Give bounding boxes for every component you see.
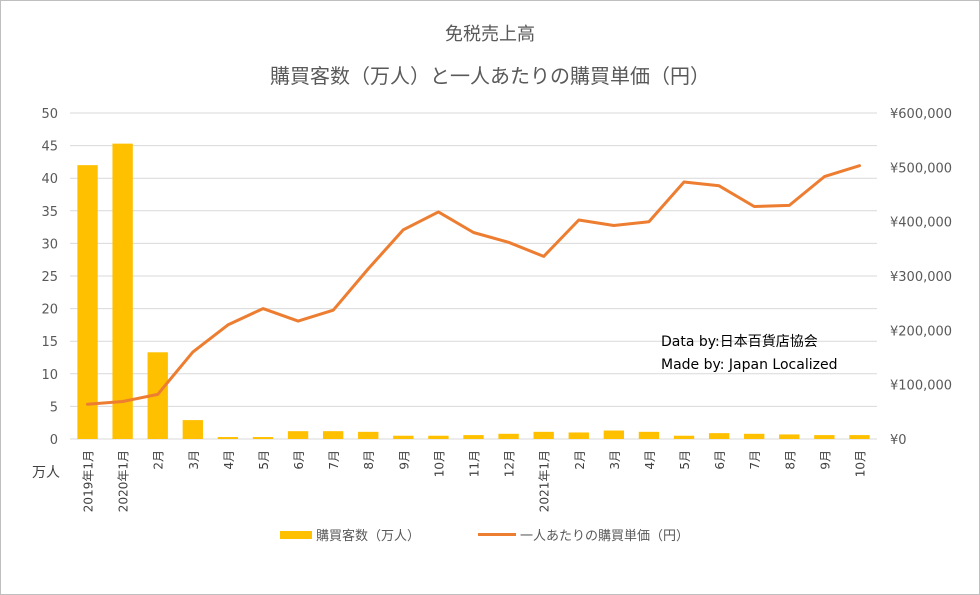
legend-line-label: 一人あたりの購買単価（円） xyxy=(520,529,690,544)
left-tick-label: 45 xyxy=(41,140,58,155)
chart-subtitle: 購買客数（万人）と一人あたりの購買単価（円） xyxy=(270,64,710,88)
x-tick-label: 9月 xyxy=(397,450,411,470)
x-tick-label: 4月 xyxy=(643,450,657,470)
x-tick-label: 8月 xyxy=(362,450,376,470)
x-tick-label: 2月 xyxy=(152,450,166,470)
bar xyxy=(252,437,274,439)
left-tick-label: 15 xyxy=(41,335,58,350)
x-tick-label: 8月 xyxy=(783,450,797,470)
right-tick-label: ¥300,000 xyxy=(890,270,952,285)
left-tick-label: 50 xyxy=(41,107,58,122)
x-tick-label: 10月 xyxy=(432,450,446,477)
left-axis-unit-label: 万人 xyxy=(32,465,60,481)
bar xyxy=(533,431,554,439)
bar xyxy=(463,435,484,439)
x-tick-label: 6月 xyxy=(713,450,727,470)
x-tick-label: 2019年1月 xyxy=(82,450,96,512)
right-tick-label: ¥400,000 xyxy=(890,216,952,231)
x-tick-label: 2021年1月 xyxy=(538,450,552,512)
x-tick-label: 9月 xyxy=(818,450,832,470)
right-tick-label: ¥600,000 xyxy=(890,107,952,122)
right-tick-label: ¥500,000 xyxy=(890,161,952,176)
series-line xyxy=(86,164,861,406)
legend-bar-label: 購買客数（万人） xyxy=(316,529,421,544)
annotation-made-by: Made by: Japan Localized xyxy=(661,357,838,373)
x-tick-label: 7月 xyxy=(327,450,341,470)
bar xyxy=(217,437,239,439)
left-tick-label: 35 xyxy=(41,205,58,220)
right-tick-label: ¥200,000 xyxy=(890,324,952,339)
x-tick-label: 10月 xyxy=(853,450,867,477)
left-tick-label: 0 xyxy=(50,433,58,448)
bar xyxy=(603,430,625,439)
left-tick-label: 5 xyxy=(50,400,58,415)
x-tick-label: 5月 xyxy=(257,450,271,470)
bar xyxy=(638,431,660,439)
bar xyxy=(744,433,765,439)
x-tick-label: 2月 xyxy=(573,450,587,470)
bar xyxy=(112,143,133,440)
left-tick-label: 10 xyxy=(41,368,58,383)
right-tick-label: ¥100,000 xyxy=(890,379,952,394)
x-tick-label: 5月 xyxy=(678,450,692,470)
right-tick-label: ¥0 xyxy=(890,433,907,448)
x-tick-label: 12月 xyxy=(503,450,517,477)
bar xyxy=(708,433,730,439)
left-tick-label: 25 xyxy=(41,270,58,285)
bar xyxy=(779,434,800,439)
bar xyxy=(849,435,870,439)
legend-item-bar: 購買客数（万人） xyxy=(280,525,420,544)
bar xyxy=(814,435,835,439)
bar xyxy=(77,165,98,439)
bar xyxy=(182,420,203,439)
legend-item-line: 一人あたりの購買単価（円） xyxy=(478,525,689,544)
x-tick-label: 2020年1月 xyxy=(117,450,131,512)
legend-line-swatch xyxy=(478,533,516,536)
x-tick-label: 11月 xyxy=(468,450,482,477)
bar xyxy=(358,431,379,439)
legend-bar-swatch xyxy=(280,530,312,539)
x-tick-label: 3月 xyxy=(608,450,622,470)
bar xyxy=(673,435,695,439)
left-tick-label: 30 xyxy=(41,237,58,252)
bar xyxy=(322,431,344,439)
bar xyxy=(568,432,589,439)
x-tick-label: 6月 xyxy=(292,450,306,470)
x-tick-label: 7月 xyxy=(748,450,762,470)
bar xyxy=(287,431,309,439)
annotation-data-source: Data by:日本百貨店協会 xyxy=(661,334,818,350)
x-tick-label: 4月 xyxy=(222,450,236,470)
left-tick-label: 40 xyxy=(41,172,58,187)
bar xyxy=(393,435,414,439)
bar xyxy=(498,433,519,439)
bar xyxy=(428,435,449,439)
chart-title: 免税売上高 xyxy=(445,24,535,45)
left-tick-label: 20 xyxy=(41,303,58,318)
x-tick-label: 3月 xyxy=(187,450,201,470)
